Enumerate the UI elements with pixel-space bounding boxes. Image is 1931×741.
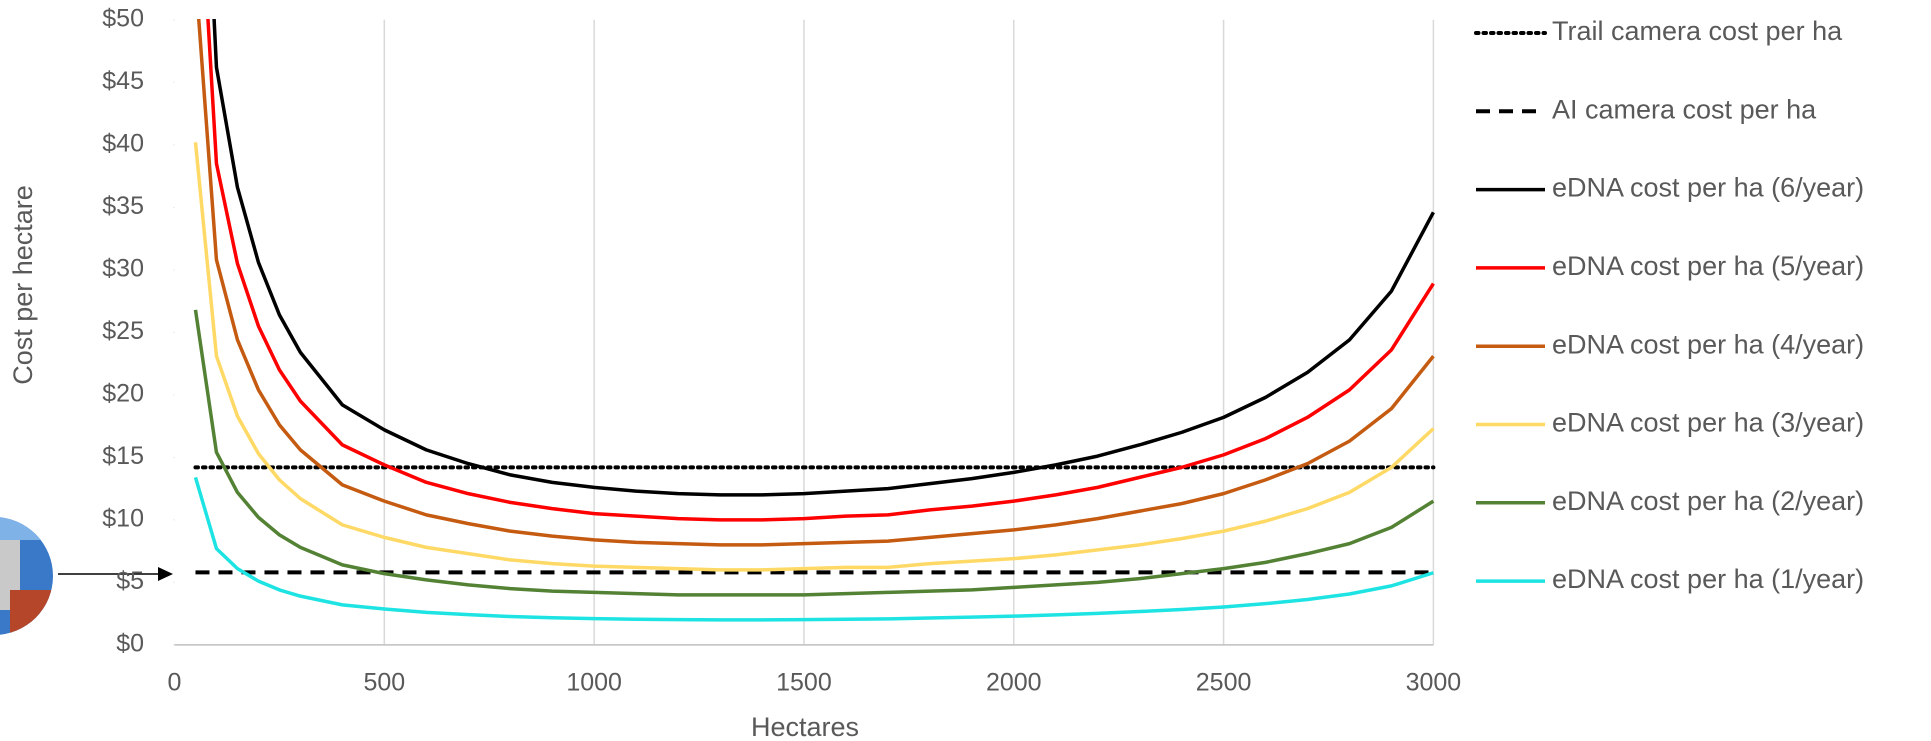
legend-label: Trail camera cost per ha <box>1552 16 1843 46</box>
y-tick-label: $40 <box>102 129 144 157</box>
y-tick-label: $45 <box>102 67 144 95</box>
y-tick-label: $0 <box>116 630 144 658</box>
series-line <box>193 142 1435 572</box>
legend-label: eDNA cost per ha (5/year) <box>1552 251 1864 281</box>
y-tick-label: $25 <box>102 317 144 345</box>
x-tick-label: 1500 <box>776 669 832 697</box>
series-line <box>212 19 1435 497</box>
y-tick-label: $20 <box>102 379 144 407</box>
legend-label: eDNA cost per ha (1/year) <box>1552 564 1864 594</box>
photo-thumbnail <box>0 517 53 635</box>
y-tick-label: $35 <box>102 192 144 220</box>
y-tick-label: $5 <box>116 567 144 595</box>
series-line <box>193 309 1435 597</box>
y-tick-label: $15 <box>102 442 144 470</box>
y-axis-title: Cost per hectare <box>8 185 38 385</box>
series-line <box>196 19 1435 547</box>
x-tick-label: 0 <box>168 669 182 697</box>
series-line <box>206 19 1435 522</box>
legend-label: eDNA cost per ha (3/year) <box>1552 408 1864 438</box>
y-tick-label: $50 <box>102 4 144 32</box>
y-tick-label: $30 <box>102 254 144 282</box>
pointer-arrow <box>58 567 173 581</box>
x-tick-label: 3000 <box>1406 669 1462 697</box>
legend-label: AI camera cost per ha <box>1552 94 1817 124</box>
legend-label: eDNA cost per ha (2/year) <box>1552 486 1864 516</box>
x-axis-title: Hectares <box>751 712 859 741</box>
x-tick-label: 1000 <box>566 669 622 697</box>
y-tick-label: $10 <box>102 504 144 532</box>
plot-area <box>193 19 1436 622</box>
x-tick-label: 500 <box>363 669 405 697</box>
series-line <box>193 476 1434 622</box>
x-tick-label: 2000 <box>986 669 1042 697</box>
x-tick-label: 2500 <box>1196 669 1252 697</box>
legend-label: eDNA cost per ha (6/year) <box>1552 173 1864 203</box>
legend-label: eDNA cost per ha (4/year) <box>1552 329 1864 359</box>
